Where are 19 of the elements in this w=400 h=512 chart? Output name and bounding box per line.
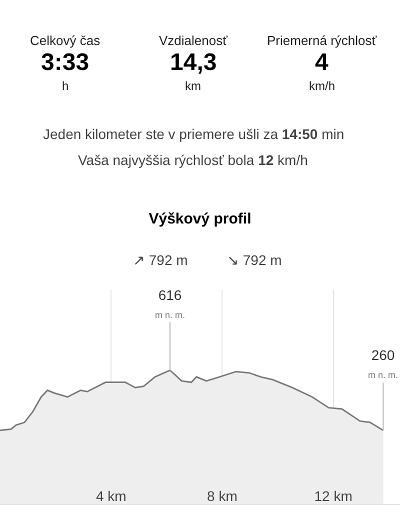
text: km bbox=[185, 79, 201, 93]
annotation: 616 m n. m. bbox=[155, 287, 186, 320]
chart-title: Výškový profil bbox=[148, 210, 252, 228]
x-tick-label: 8 km bbox=[207, 488, 238, 504]
x-tick-label: 4 km bbox=[96, 488, 126, 504]
text: Celkový čas bbox=[30, 33, 101, 48]
text: ↘ 792 m bbox=[227, 252, 282, 268]
x-tick-label: 12 km bbox=[314, 488, 352, 504]
annotation: 260 m n. m. bbox=[368, 347, 398, 380]
text: ↗ 792 m bbox=[133, 252, 188, 268]
text: Priemerná rýchlosť bbox=[267, 33, 377, 48]
text: Vzdialenosť bbox=[159, 33, 228, 48]
text: Jeden kilometer ste v priemere ušli za 14:50 min bbox=[43, 126, 344, 142]
text: 14,3 bbox=[170, 49, 217, 76]
text: Vaša najvyššia rýchlosť bola 12 km/h bbox=[78, 152, 308, 168]
text: 3:33 bbox=[41, 49, 90, 76]
text: km/h bbox=[309, 79, 336, 93]
text: 4 bbox=[315, 49, 329, 76]
text: h bbox=[62, 79, 69, 93]
